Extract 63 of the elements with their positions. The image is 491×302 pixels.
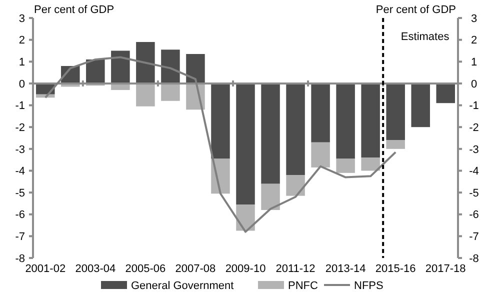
x-tick-label: 2001-02 <box>25 263 66 275</box>
y2-tick-label: -4 <box>469 166 479 178</box>
y-tick-label: 0 <box>18 78 25 90</box>
bar <box>386 140 405 149</box>
bar <box>286 83 305 176</box>
legend-label: General Government <box>131 280 234 292</box>
y-tick-label: 3 <box>18 12 25 25</box>
y-tick-label: -2 <box>15 122 25 134</box>
bar <box>436 83 455 104</box>
y-tick-label: -1 <box>15 100 25 112</box>
bar <box>161 50 180 84</box>
y2-tick-label: -3 <box>469 144 479 156</box>
bar <box>311 142 330 168</box>
bar <box>161 83 180 101</box>
y2-tick-label: -6 <box>469 209 479 222</box>
y2-tick-label: 3 <box>470 12 478 25</box>
ref-line-label: Estimates <box>400 31 450 43</box>
bar <box>311 83 330 142</box>
bar <box>236 83 255 205</box>
y2-tick-label: -8 <box>469 252 479 265</box>
y-tick-label: 2 <box>18 34 25 47</box>
y2-tick-label: 1 <box>470 56 478 68</box>
legend-label: PNFC <box>288 280 318 292</box>
y2-tick-label: -2 <box>469 122 479 134</box>
bar <box>111 50 130 84</box>
bar <box>136 83 155 106</box>
bar <box>386 83 405 140</box>
bar <box>186 54 205 84</box>
legend-label: NFPS <box>354 280 384 292</box>
bar <box>261 83 280 184</box>
y-tick-label: -5 <box>15 187 25 200</box>
y2-tick-label: -1 <box>469 100 479 112</box>
x-tick-label: 2007-08 <box>175 263 216 275</box>
x-tick-label: 2013-14 <box>325 263 366 275</box>
y-tick-label: 1 <box>18 56 25 68</box>
bar <box>261 184 280 210</box>
bar <box>211 83 230 159</box>
y-tick-label: -7 <box>15 231 25 244</box>
line-series <box>44 56 397 233</box>
y2-axis-title: Per cent of GDP <box>376 4 456 16</box>
bar <box>86 59 105 84</box>
bar <box>361 83 380 158</box>
bar <box>336 158 355 173</box>
y-tick-label: -3 <box>15 144 25 156</box>
bar <box>136 42 155 84</box>
y2-tick-label: -5 <box>469 187 479 200</box>
y-axis-title: Per cent of GDP <box>34 4 114 16</box>
y2-tick-label: 0 <box>470 78 478 90</box>
y2-tick-label: 2 <box>470 34 478 47</box>
bar <box>286 175 305 196</box>
bar <box>336 83 355 159</box>
x-tick-label: 2005-06 <box>125 263 166 275</box>
x-tick-label: 2009-10 <box>225 263 266 275</box>
y2-tick-label: -7 <box>469 231 479 244</box>
y-tick-label: -8 <box>15 252 25 265</box>
y-tick-label: -6 <box>15 209 25 222</box>
x-tick-label: 2003-04 <box>75 263 116 275</box>
x-tick-label: 2017-18 <box>425 263 466 275</box>
y-tick-label: -4 <box>15 166 25 178</box>
bar <box>361 158 380 171</box>
bar <box>411 83 430 128</box>
x-tick-label: 2011-12 <box>276 263 316 275</box>
x-tick-label: 2015-16 <box>375 263 416 275</box>
